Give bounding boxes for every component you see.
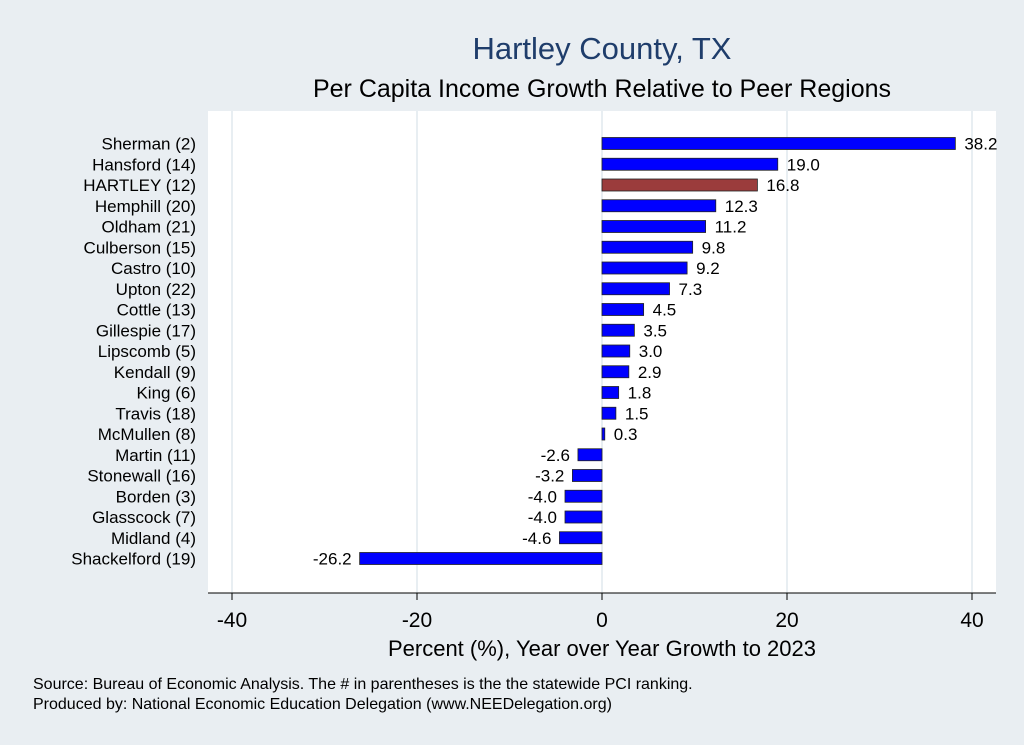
category-label: King (6) [136, 384, 196, 403]
value-label: 16.8 [766, 176, 799, 195]
category-label: Gillespie (17) [96, 321, 196, 340]
bar [601, 386, 620, 399]
category-label: Borden (3) [116, 487, 196, 506]
x-tick-label: -20 [402, 609, 432, 632]
bar [601, 199, 717, 213]
bar [601, 427, 606, 441]
category-label: Hemphill (20) [95, 197, 196, 216]
category-label: Travis (18) [115, 404, 196, 423]
bar [577, 448, 603, 462]
bar [572, 469, 603, 482]
bar [601, 157, 779, 171]
category-label: Upton (22) [116, 280, 196, 299]
source-note: Source: Bureau of Economic Analysis. The… [33, 676, 693, 693]
bar [601, 344, 631, 358]
bar [564, 489, 603, 503]
value-label: 3.0 [639, 342, 663, 361]
category-label: Culberson (15) [84, 238, 196, 257]
value-label: -4.0 [528, 508, 557, 527]
chart-subtitle: Per Capita Income Growth Relative to Pee… [313, 75, 891, 103]
value-label: -26.2 [313, 550, 352, 569]
value-label: -2.6 [541, 446, 570, 465]
value-label: 4.5 [653, 301, 677, 320]
x-axis-ticks: -40 -20 0 20 40 [217, 593, 984, 632]
value-label: 7.3 [679, 280, 703, 299]
value-label: 19.0 [787, 155, 820, 174]
category-label: Castro (10) [111, 259, 196, 278]
category-label: Sherman (2) [102, 135, 196, 154]
bars [359, 137, 956, 565]
bar [564, 510, 603, 524]
category-label: Shackelford (19) [71, 550, 196, 569]
value-label: 3.5 [643, 321, 667, 340]
category-label: Martin (11) [115, 446, 196, 465]
value-label: -4.0 [528, 487, 557, 506]
value-labels: 38.2 19.0 16.8 12.3 11.29.8 9.2 7.34.53.5 3.0 2.… [313, 135, 998, 569]
value-label: 0.3 [614, 425, 638, 444]
value-label: 2.9 [638, 363, 662, 382]
bar [559, 531, 603, 545]
category-label: Glasscock (7) [92, 508, 196, 527]
category-label: Hansford (14) [92, 155, 196, 174]
produced-by-note: Produced by: National Economic Education… [33, 696, 612, 713]
value-label: -4.6 [522, 529, 551, 548]
category-label: Kendall (9) [114, 363, 196, 382]
bar [601, 365, 630, 379]
category-label: Stonewall (16) [87, 467, 196, 486]
value-label: 11.2 [715, 218, 747, 237]
value-label: 1.5 [625, 404, 649, 423]
bar [601, 261, 688, 275]
category-label: Oldham (21) [102, 218, 196, 237]
bar [601, 323, 635, 337]
bar-highlight [601, 178, 758, 192]
bar [601, 137, 956, 150]
value-label: 38.2 [964, 135, 997, 154]
value-label: -3.2 [535, 467, 564, 486]
bar [601, 220, 706, 233]
category-label: Lipscomb (5) [98, 342, 196, 361]
bar [359, 552, 603, 565]
x-axis-title: Percent (%), Year over Year Growth to 20… [388, 636, 816, 661]
x-tick-label: 0 [596, 609, 608, 632]
category-label: McMullen (8) [98, 425, 196, 444]
x-tick-label: -40 [217, 609, 247, 632]
bar [601, 406, 617, 420]
x-tick-label: 20 [775, 609, 798, 632]
value-label: 12.3 [725, 197, 758, 216]
value-label: 9.2 [696, 259, 720, 278]
category-label: Cottle (13) [117, 301, 196, 320]
bar [601, 240, 694, 254]
value-label: 1.8 [628, 384, 652, 403]
value-label: 9.8 [702, 238, 726, 257]
bar [601, 282, 670, 296]
category-label: Midland (4) [111, 529, 196, 548]
chart-title: Hartley County, TX [472, 31, 731, 66]
x-tick-label: 40 [960, 609, 983, 632]
category-labels: Sherman (2)Hansford (14) HARTLEY (12) Hemp… [71, 135, 196, 569]
category-label: HARTLEY (12) [83, 176, 196, 195]
bar [601, 303, 645, 316]
